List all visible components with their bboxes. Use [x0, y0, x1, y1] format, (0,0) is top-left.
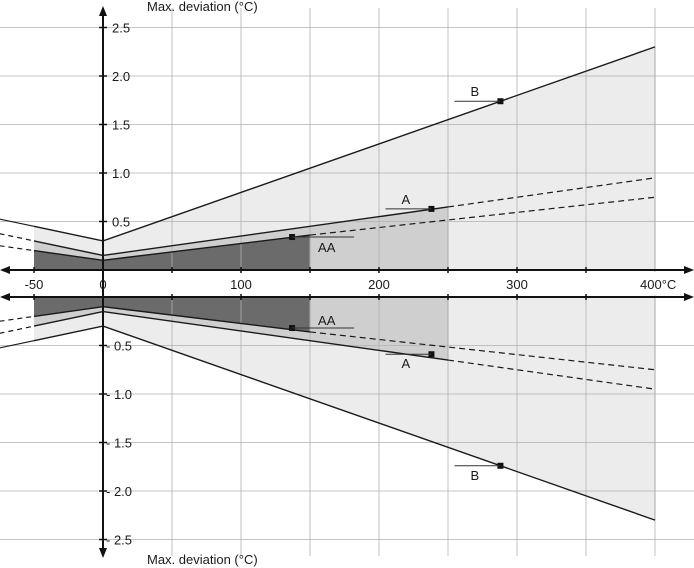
x-axis-upper-arrow-left: [0, 266, 10, 274]
y-axis-arrow-up: [99, 6, 107, 16]
y-tick-label-upper: 1.0: [112, 166, 130, 181]
series-label-upper-b: B: [470, 84, 479, 99]
x-tick-label: 0: [99, 277, 106, 292]
labels: Max. deviation (°C) Max. deviation (°C) …: [25, 0, 677, 567]
y-tick-label-lower: - 0.5: [106, 339, 132, 354]
line-upper-ext-a: [447, 177, 656, 208]
lower-axis-title: Max. deviation (°C): [147, 552, 258, 567]
series-label-upper-a: A: [401, 192, 410, 207]
series-label-lower-a: A: [401, 356, 410, 371]
y-tick-label-upper: 1.5: [112, 118, 130, 133]
line-lower-left-b: [0, 340, 35, 349]
line-upper-left-b: [0, 218, 35, 227]
x-axis-lower-arrow-left: [0, 293, 10, 301]
y-tick-label-upper: 2.0: [112, 69, 130, 84]
line-upper-left-aa: [0, 245, 35, 252]
series-label-upper-aa: AA: [318, 240, 336, 255]
x-tick-label: 200: [368, 277, 390, 292]
x-axis-unit-label: 400°C: [640, 277, 676, 292]
line-upper-ext-aa: [309, 196, 656, 236]
line-lower-left-aa: [0, 315, 35, 322]
y-tick-label-lower: - 1.0: [106, 387, 132, 402]
y-tick-label-upper: 0.5: [112, 215, 130, 230]
series-label-lower-aa: AA: [318, 313, 336, 328]
y-tick-label-lower: - 2.0: [106, 484, 132, 499]
x-axis-upper-arrow: [684, 266, 694, 274]
axis-label-strip: [0, 272, 694, 295]
x-tick-label: -50: [25, 277, 44, 292]
y-axis-arrow-down: [99, 548, 107, 558]
line-lower-left-a: [0, 325, 35, 334]
series-label-lower-b: B: [470, 468, 479, 483]
upper-axis-title: Max. deviation (°C): [147, 0, 258, 14]
line-lower-ext-a: [447, 359, 656, 390]
y-tick-label-lower: - 2.5: [106, 533, 132, 548]
y-tick-label-lower: - 1.5: [106, 436, 132, 451]
grid: [0, 8, 694, 556]
y-tick-label-upper: 2.5: [112, 21, 130, 36]
x-tick-label: 300: [506, 277, 528, 292]
axes: [0, 6, 694, 558]
line-lower-ext-aa: [309, 331, 656, 371]
line-upper-left-a: [0, 233, 35, 242]
x-tick-label: 100: [230, 277, 252, 292]
x-axis-lower-arrow: [684, 293, 694, 301]
